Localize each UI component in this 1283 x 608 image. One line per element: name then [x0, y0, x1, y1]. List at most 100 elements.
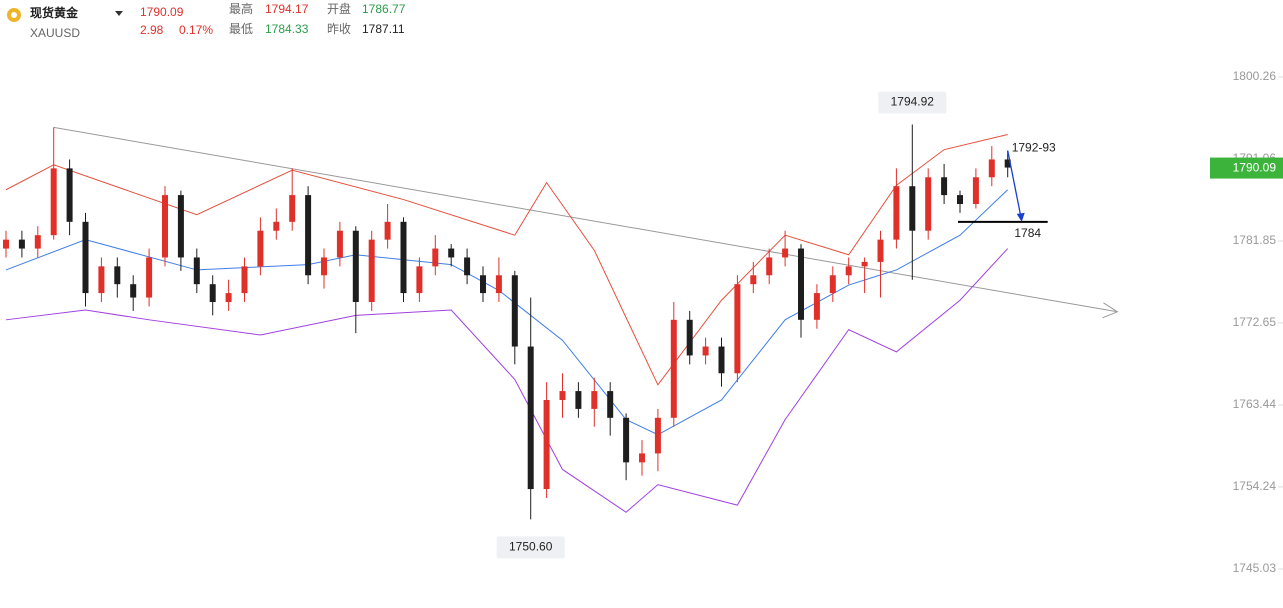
candle-body [654, 417, 661, 454]
candle-body [368, 239, 375, 302]
symbol-name: 现货黄金 [30, 5, 79, 20]
candle-body [877, 239, 884, 262]
y-tick-label: 1763.44 [1233, 397, 1277, 411]
candle-body [639, 453, 645, 463]
candle-body [718, 346, 725, 374]
trendline [53, 126, 1118, 313]
candle-body [782, 248, 789, 258]
candle-body [623, 417, 630, 463]
candle-body [400, 221, 407, 294]
candle-body [1004, 159, 1011, 168]
candle-body [241, 266, 248, 294]
candle-body [82, 221, 89, 294]
support-label: 1784 [1014, 226, 1041, 240]
annotation-box [878, 91, 947, 114]
candle-body [686, 319, 693, 356]
plot: 17841794.921750.601792-931800.261791.061… [3, 69, 1283, 575]
stat-label: 最高 [229, 1, 253, 16]
candle-body [861, 261, 868, 267]
candle-body [495, 275, 502, 294]
candle-body [957, 195, 963, 205]
candle-body [66, 168, 73, 222]
change-pct: 0.17% [179, 23, 213, 37]
band-line [5, 134, 1008, 386]
candle-body [18, 239, 25, 249]
candle-body [734, 284, 741, 374]
stat-value: 1786.77 [362, 2, 406, 16]
candle-body [273, 221, 280, 231]
candle-body [925, 177, 932, 231]
forecast-arrow [1007, 150, 1022, 216]
y-tick-label: 1745.03 [1233, 561, 1277, 575]
symbol-icon-dot [11, 12, 17, 18]
stat-label: 最低 [229, 22, 253, 36]
annotation: 1794.92 [891, 95, 935, 109]
candle-body [257, 230, 264, 267]
candle-body [527, 346, 534, 490]
band-line [5, 189, 1009, 436]
candle-body [146, 257, 153, 298]
candle-body [209, 284, 216, 302]
candle-body [607, 391, 614, 418]
candle-body [988, 159, 995, 178]
forecast-arrowhead [1016, 212, 1025, 222]
annotation: 1792-93 [1012, 141, 1056, 155]
stat-label: 开盘 [327, 1, 351, 16]
y-tick-label: 1754.24 [1233, 479, 1277, 493]
y-tick-label: 1800.26 [1233, 69, 1277, 83]
candle-body [670, 319, 677, 418]
candle-body [384, 221, 391, 240]
band-line [5, 248, 1009, 513]
candle-body [972, 177, 979, 205]
stat-value: 1784.33 [265, 22, 309, 36]
y-tick-label: 1781.85 [1233, 233, 1277, 247]
candle-body [34, 235, 41, 249]
last-price-label: 1790.09 [1233, 161, 1277, 175]
candle-body [416, 266, 423, 294]
candle-body [305, 195, 312, 276]
candle-body [336, 230, 343, 258]
candle-body [98, 266, 105, 294]
stat-value: 1794.17 [265, 2, 309, 16]
candle-body [750, 275, 757, 285]
last-price-tag [1210, 157, 1283, 179]
candle-body [893, 186, 900, 240]
candle-body [575, 391, 582, 409]
annotation: 1750.60 [509, 540, 553, 554]
candle-body [480, 275, 486, 294]
candle-body [543, 399, 550, 490]
candle-body [352, 230, 359, 302]
candle-body [702, 346, 709, 356]
candle-body [130, 284, 137, 298]
candle-body [3, 239, 9, 249]
stat-label: 昨收 [327, 22, 351, 36]
candle-body [813, 293, 820, 320]
candle-body [289, 195, 296, 222]
candle-body [225, 293, 232, 302]
symbol-code: XAUUSD [30, 26, 80, 40]
candle-body [321, 257, 327, 276]
candle-body [559, 391, 566, 400]
candle-body [798, 248, 804, 320]
candle-body [766, 257, 773, 276]
candle-body [50, 168, 57, 236]
candle-body [829, 275, 836, 294]
candle-body [448, 248, 455, 258]
candle-body [591, 391, 598, 409]
candle-body [193, 257, 200, 285]
candle-body [464, 257, 471, 276]
candle-body [511, 275, 518, 347]
dropdown-arrow[interactable] [115, 11, 123, 16]
candle-body [909, 186, 916, 231]
candle-body [162, 195, 168, 258]
trendline-arrow [1102, 302, 1119, 319]
change: 2.98 [140, 23, 164, 37]
candle-body [432, 248, 439, 267]
candle-body [845, 266, 852, 276]
stat-value: 1787.11 [362, 22, 405, 36]
annotation-box [496, 536, 565, 559]
candle-body [177, 195, 184, 258]
y-tick-label: 1772.65 [1233, 315, 1277, 329]
price: 1790.09 [140, 5, 184, 19]
